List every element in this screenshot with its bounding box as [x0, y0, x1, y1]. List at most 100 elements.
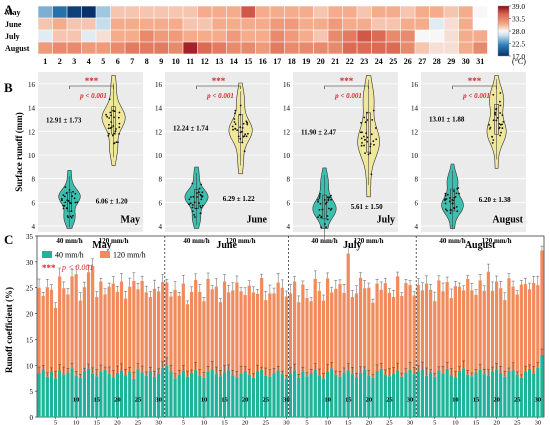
bar-120mm [91, 265, 95, 374]
bar-inner-day-label: 10 [324, 396, 331, 403]
bar-x-tick-label: 15 [221, 420, 228, 425]
bar-x-tick-label: 25 [135, 420, 142, 425]
violin-point [240, 130, 243, 133]
heatmap-cell [197, 18, 212, 30]
violin-y-tick-label: 6 [287, 199, 291, 207]
bar-40mm [49, 371, 54, 417]
bar-inner-day-label: 20 [242, 396, 249, 403]
bar-40mm [66, 372, 70, 417]
violin-point [237, 135, 240, 138]
bar-40mm [111, 377, 115, 417]
violin-point [118, 111, 121, 114]
bar-120mm [350, 297, 354, 375]
violin-high-stat: 12.91 ± 1.73 [46, 116, 82, 124]
heatmap-cell [52, 6, 67, 18]
bar-120mm [189, 291, 194, 374]
heatmap-cell [458, 18, 473, 30]
bar-120mm [412, 295, 416, 375]
bar-40mm [499, 373, 503, 417]
heatmap-cell [415, 18, 430, 30]
heatmap-cell [270, 30, 285, 42]
bar-120mm [346, 253, 350, 371]
violin-point [241, 141, 244, 144]
bar-40mm [334, 374, 338, 417]
heatmap-cell [96, 6, 111, 18]
violin-point [244, 133, 247, 136]
bar-40mm [350, 374, 354, 417]
bar-inner-day-label: 30 [407, 396, 414, 403]
heatmap-cell [96, 42, 111, 54]
bar-40mm [490, 372, 495, 417]
heatmap-cell [125, 18, 140, 30]
violin-point [62, 194, 65, 197]
violin-point [323, 223, 326, 225]
violin-y-tick-label: 16 [155, 81, 163, 89]
bar-40mm [276, 370, 280, 417]
heatmap-cell [241, 42, 256, 54]
bar-40mm [445, 368, 449, 417]
bar-120mm [309, 301, 313, 374]
violin-y-tick-label: 10 [411, 152, 419, 160]
bar-120mm [107, 286, 111, 375]
bar-40mm [227, 370, 231, 417]
violin-point [446, 209, 448, 212]
bar-120mm [181, 283, 185, 371]
heatmap-cell [357, 18, 372, 30]
bar-120mm [499, 288, 503, 374]
violin-point [113, 132, 115, 135]
bar-40mm [462, 368, 466, 417]
violin-point [366, 111, 368, 114]
bar-40mm [321, 378, 326, 417]
violin-point [70, 216, 73, 219]
bar-40mm [523, 371, 528, 417]
heatmap-cell [313, 6, 328, 18]
bar-inner-day-label: 15 [345, 396, 352, 403]
bar-40mm [251, 377, 256, 417]
violin-point [375, 138, 378, 141]
bar-40mm [214, 374, 218, 417]
heatmap-cell [212, 6, 227, 18]
significance-bracket [452, 85, 497, 89]
bar-series [37, 245, 544, 417]
heatmap-cell [241, 6, 256, 18]
bar-120mm [429, 289, 433, 373]
violin-subplot-august: 4 6 8 10 12 14 16 40 mm/h 120 mm/h *** p < 0.001 13… [411, 72, 526, 245]
bar-40mm [346, 370, 350, 417]
heatmap-cell [38, 6, 53, 18]
violin-x-label: 40 mm/h [183, 237, 209, 245]
bar-120mm [317, 290, 321, 376]
violin-point [64, 186, 67, 189]
bar-40mm [202, 377, 206, 417]
violin-x-label: 40 mm/h [56, 237, 82, 245]
bar-40mm [95, 376, 99, 417]
violin-point [115, 128, 117, 130]
heatmap-cell [183, 18, 198, 30]
bar-40mm [330, 368, 334, 417]
violin-point [365, 132, 368, 135]
violin-point [373, 143, 375, 146]
bar-120mm [494, 281, 499, 370]
bar-120mm [148, 297, 152, 371]
bar-120mm [371, 302, 375, 378]
violin-point [502, 120, 505, 123]
bar-120mm [251, 292, 256, 378]
violin-point [74, 192, 77, 195]
violin-point [234, 127, 237, 130]
violin-x-label: 40 mm/h [439, 237, 465, 245]
bar-40mm [148, 370, 152, 417]
bar-40mm [280, 374, 284, 417]
heatmap-cell [226, 42, 241, 54]
heatmap-month-label: July [5, 32, 20, 41]
bar-40mm [70, 368, 74, 417]
bar-120mm [210, 289, 214, 370]
violin-point [63, 195, 66, 198]
bar-40mm [284, 378, 288, 417]
heatmap-cell [400, 18, 415, 30]
heatmap-cell [110, 30, 125, 42]
violin-point [117, 141, 119, 144]
violin-x-label: 120 mm/h [482, 237, 512, 245]
violin-point [444, 199, 446, 202]
violin-point [112, 125, 115, 127]
violin-y-tick-label: 16 [283, 81, 291, 89]
violin-point [499, 92, 502, 94]
